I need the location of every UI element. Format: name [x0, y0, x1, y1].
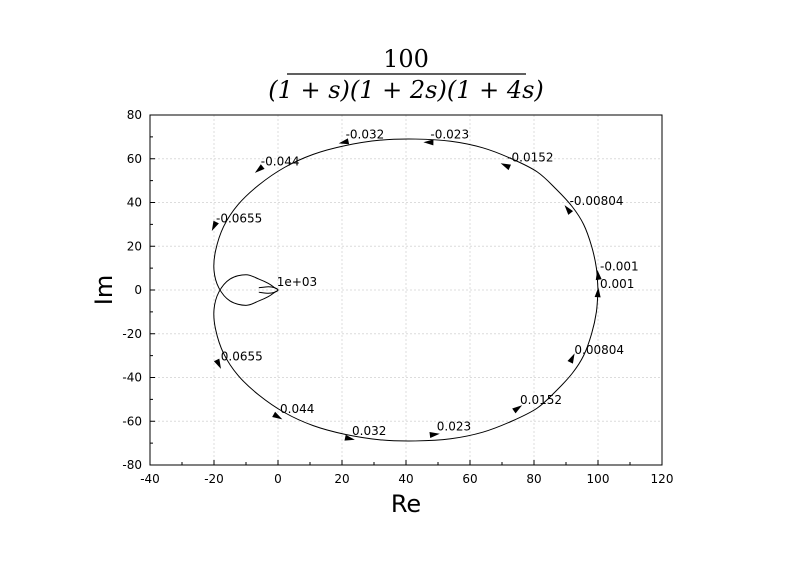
chart-title-denominator: (1 + s)(1 + 2s)(1 + 4s) [268, 76, 544, 104]
y-tick-label: 20 [127, 239, 142, 253]
y-tick-label: -20 [122, 327, 142, 341]
y-tick-label: 0 [134, 283, 142, 297]
frequency-annotation: 0.00804 [574, 343, 624, 357]
direction-arrow [344, 434, 355, 441]
y-axis-label: Im [90, 275, 118, 305]
y-tick-label: 40 [127, 196, 142, 210]
frequency-annotation: -0.032 [346, 127, 385, 141]
direction-arrow [594, 287, 601, 298]
x-tick-label: 0 [274, 472, 282, 486]
frequency-annotation: 0.0152 [520, 393, 562, 407]
direction-arrow [213, 358, 221, 369]
x-tick-label: -40 [140, 472, 160, 486]
frequency-annotation: -0.023 [430, 127, 469, 141]
frequency-annotation: -0.0152 [507, 150, 553, 164]
y-tick-label: -80 [122, 458, 142, 472]
frequency-annotation: 1e+03 [277, 275, 317, 289]
direction-arrow [500, 163, 511, 171]
frequency-annotation: -0.044 [261, 155, 300, 169]
y-tick-label: 80 [127, 108, 142, 122]
series-layer [213, 138, 599, 442]
x-tick-label: 20 [334, 472, 349, 486]
axis-ticks: -40 -20 0 20 40 60 80 100 120 80 60 40 20 0 -20 -40 -60 -… [122, 108, 673, 486]
direction-arrow [567, 353, 575, 364]
x-tick-label: 40 [398, 472, 413, 486]
direction-arrow [272, 411, 283, 420]
direction-arrow [423, 139, 434, 146]
direction-arrow [512, 405, 523, 414]
y-tick-label: -40 [122, 371, 142, 385]
annotation-layer: -0.032 -0.023 -0.0152 -0.00804 -0.001 -0.044 -… [211, 127, 639, 441]
x-tick-label: 100 [587, 472, 610, 486]
grid-lines [150, 115, 662, 465]
frequency-annotation: 0.023 [437, 419, 471, 433]
frequency-annotation: -0.0655 [216, 212, 262, 226]
y-tick-label: -60 [122, 414, 142, 428]
frequency-annotation: 0.001 [600, 277, 634, 291]
direction-arrow [254, 164, 265, 173]
frequency-annotation: 0.0655 [221, 349, 263, 363]
frequency-annotation: -0.00804 [570, 194, 624, 208]
x-tick-label: 80 [526, 472, 541, 486]
nyquist-curve-positive-freq [213, 274, 599, 442]
nyquist-curve-negative-freq [213, 138, 599, 306]
x-axis-label: Re [391, 490, 421, 518]
direction-arrow [429, 432, 440, 438]
x-tick-label: -20 [204, 472, 224, 486]
chart-title-numerator: 100 [383, 45, 429, 73]
direction-arrow [211, 220, 219, 232]
x-tick-label: 120 [651, 472, 674, 486]
direction-arrow [595, 269, 602, 281]
y-tick-label: 60 [127, 152, 142, 166]
frequency-annotation: -0.001 [600, 260, 639, 274]
frequency-annotation: 0.032 [352, 424, 386, 438]
direction-arrow [564, 205, 574, 215]
frequency-annotation: 0.044 [280, 402, 314, 416]
x-tick-label: 60 [462, 472, 477, 486]
direction-arrow [338, 138, 350, 145]
